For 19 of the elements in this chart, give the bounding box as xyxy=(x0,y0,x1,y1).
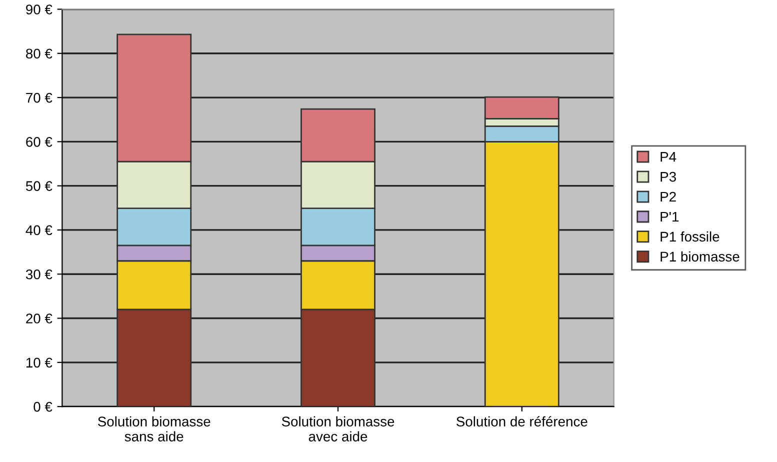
x-tick-label: Solution de référence xyxy=(456,416,588,426)
y-tick-label: 20 € xyxy=(26,314,52,324)
y-tick-label: 40 € xyxy=(26,225,52,236)
y-tick-label: 10 € xyxy=(26,358,52,368)
legend-label: P2 xyxy=(660,192,676,202)
x-tick-label: Solution biomasse sans aide xyxy=(98,416,210,442)
y-tick-label: 80 € xyxy=(26,48,52,59)
y-tick-label: 70 € xyxy=(26,92,52,103)
y-tick-label: 0 € xyxy=(34,402,52,412)
legend-label: P4 xyxy=(660,152,676,162)
y-tick-label: 60 € xyxy=(26,137,52,147)
legend-label: P'1 xyxy=(660,212,679,222)
legend-label: P1 fossile xyxy=(660,231,720,242)
y-tick-label: 30 € xyxy=(26,269,52,280)
y-tick-label: 90 € xyxy=(26,4,52,14)
x-tick-label: Solution biomasse avec aide xyxy=(282,416,394,442)
y-tick-label: 50 € xyxy=(26,181,52,191)
legend-label: P3 xyxy=(660,172,676,182)
legend-label: P1 biomasse xyxy=(660,251,740,262)
